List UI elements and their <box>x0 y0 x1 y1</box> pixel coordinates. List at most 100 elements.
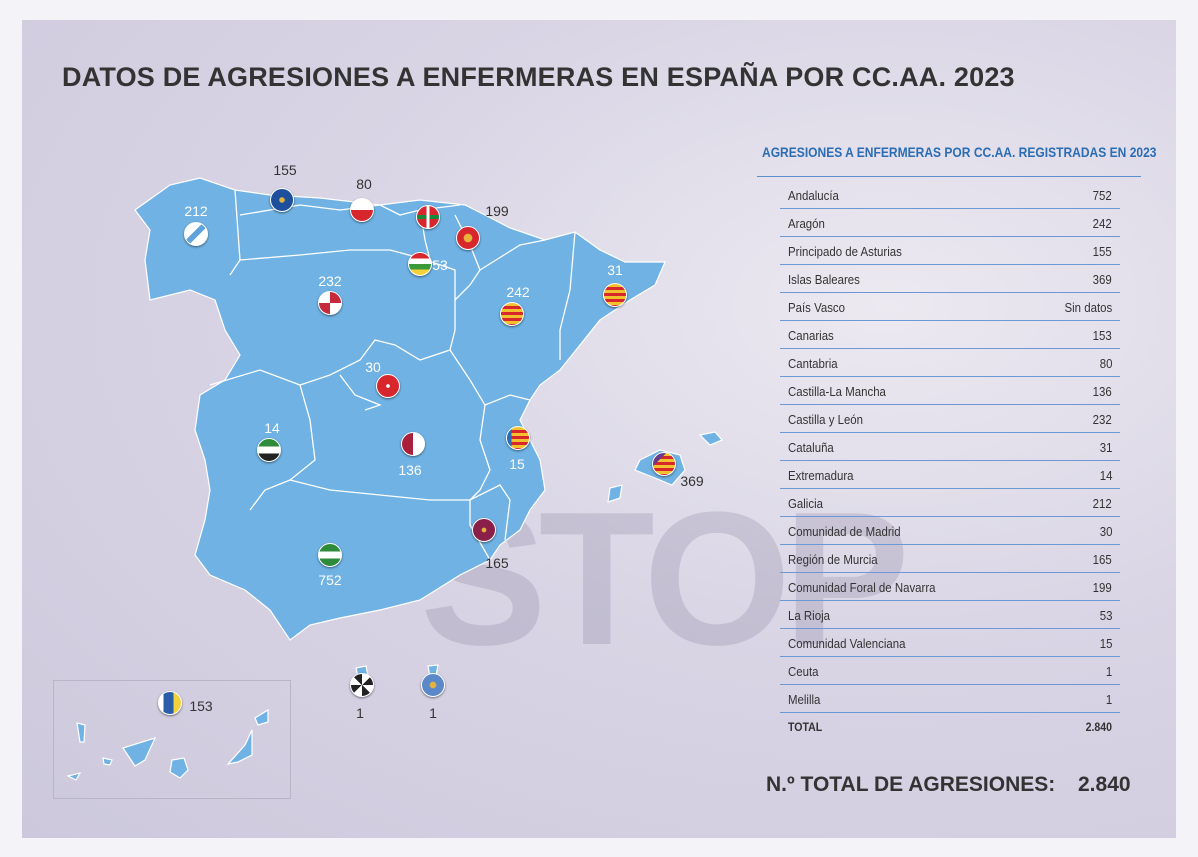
region-value: 369 <box>1092 271 1112 287</box>
table-row: Galicia 212 <box>780 490 1120 517</box>
region-name: Galicia <box>788 495 823 511</box>
table-row: Ceuta 1 <box>780 658 1120 685</box>
total-label: TOTAL <box>788 720 823 734</box>
region-name: Extremadura <box>788 467 854 483</box>
castilla-leon-value: 232 <box>318 273 342 289</box>
canarias-flag-icon <box>158 691 182 715</box>
table-row: Castilla y León 232 <box>780 406 1120 433</box>
region-value: 232 <box>1092 411 1112 427</box>
region-value: 15 <box>1099 635 1112 651</box>
asturias-value: 155 <box>273 162 297 178</box>
region-value: 136 <box>1092 383 1112 399</box>
region-value: 165 <box>1092 551 1112 567</box>
region-name: Aragón <box>788 215 825 231</box>
table-row: Cataluña 31 <box>780 434 1120 461</box>
extremadura-value: 14 <box>264 420 280 436</box>
region-name: Ceuta <box>788 663 819 679</box>
table-row: Castilla-La Mancha 136 <box>780 378 1120 405</box>
madrid-flag-icon <box>376 374 400 398</box>
aragon-flag-icon <box>500 302 524 326</box>
region-value: 14 <box>1099 467 1112 483</box>
la-palma-shape <box>76 722 86 743</box>
valenciana-value: 15 <box>509 456 525 472</box>
melilla-flag-icon <box>421 673 445 697</box>
table-row: Cantabria 80 <box>780 350 1120 377</box>
melilla-value: 1 <box>429 705 437 721</box>
galicia-value: 212 <box>184 203 208 219</box>
table-row: La Rioja 53 <box>780 602 1120 629</box>
table-row: Andalucía 752 <box>780 182 1120 209</box>
ibiza-shape <box>607 484 623 503</box>
region-name: Principado de Asturias <box>788 243 902 259</box>
murcia-flag-icon <box>472 518 496 542</box>
region-name: Cantabria <box>788 355 838 371</box>
region-name: Comunidad Valenciana <box>788 635 906 651</box>
region-name: Comunidad Foral de Navarra <box>788 579 936 595</box>
table-top-divider <box>757 176 1141 177</box>
murcia-value: 165 <box>485 555 509 571</box>
baleares-value: 369 <box>680 473 704 489</box>
region-value: 212 <box>1092 495 1112 511</box>
baleares-flag-icon <box>652 452 676 476</box>
region-name: Región de Murcia <box>788 551 878 567</box>
region-value: Sin datos <box>1064 299 1112 315</box>
region-name: Andalucía <box>788 187 839 203</box>
fuerteventura-shape <box>226 729 253 765</box>
region-value: 153 <box>1092 327 1112 343</box>
region-value: 199 <box>1092 579 1112 595</box>
andalucia-value: 752 <box>318 572 342 588</box>
table-row: Región de Murcia 165 <box>780 546 1120 573</box>
tenerife-shape <box>122 737 157 767</box>
ceuta-value: 1 <box>356 705 364 721</box>
table-row: Canarias 153 <box>780 322 1120 349</box>
grand-total-value: 2.840 <box>1078 773 1131 796</box>
table-row: Islas Baleares 369 <box>780 266 1120 293</box>
table-row: Principado de Asturias 155 <box>780 238 1120 265</box>
madrid-value: 30 <box>365 359 381 375</box>
region-name: Islas Baleares <box>788 271 860 287</box>
cantabria-flag-icon <box>350 198 374 222</box>
galicia-flag-icon <box>184 222 208 246</box>
castilla-la-mancha-flag-icon <box>401 432 425 456</box>
region-name: Canarias <box>788 327 834 343</box>
region-name: Cataluña <box>788 439 834 455</box>
gran-canaria-shape <box>169 757 189 779</box>
asturias-flag-icon <box>270 188 294 212</box>
la-rioja-value: 53 <box>432 257 448 273</box>
total-value: 2.840 <box>1085 720 1112 734</box>
la-rioja-flag-icon <box>408 252 432 276</box>
region-value: 242 <box>1092 215 1112 231</box>
navarra-flag-icon <box>456 226 480 250</box>
extremadura-flag-icon <box>257 438 281 462</box>
menorca-shape <box>698 431 724 446</box>
table-title: AGRESIONES A ENFERMERAS POR CC.AA. REGIS… <box>762 144 1157 160</box>
lanzarote-shape <box>254 708 269 726</box>
pais-vasco-flag-icon <box>416 205 440 229</box>
aragon-value: 242 <box>506 284 530 300</box>
region-value: 80 <box>1099 355 1112 371</box>
region-name: Castilla-La Mancha <box>788 383 886 399</box>
canarias-inset-box <box>53 680 291 799</box>
region-table: Andalucía 752 Aragón 242 Principado de Astur… <box>780 182 1120 741</box>
canarias-value: 153 <box>189 698 213 714</box>
table-row: Melilla 1 <box>780 686 1120 713</box>
table-row: Comunidad Valenciana 15 <box>780 630 1120 657</box>
region-name: Comunidad de Madrid <box>788 523 901 539</box>
table-row: Aragón 242 <box>780 210 1120 237</box>
valenciana-flag-icon <box>506 426 530 450</box>
region-value: 53 <box>1099 607 1112 623</box>
navarra-value: 199 <box>485 203 509 219</box>
castilla-leon-flag-icon <box>318 291 342 315</box>
region-value: 30 <box>1099 523 1112 539</box>
grand-total-label: N.º TOTAL DE AGRESIONES: <box>766 773 1056 796</box>
region-name: País Vasco <box>788 299 846 315</box>
region-value: 1 <box>1105 691 1112 707</box>
castilla-la-mancha-value: 136 <box>398 462 422 478</box>
region-name: Melilla <box>788 691 821 707</box>
cantabria-value: 80 <box>356 176 372 192</box>
ceuta-flag-icon <box>350 673 374 697</box>
table-row: Extremadura 14 <box>780 462 1120 489</box>
table-total-row: TOTAL 2.840 <box>780 714 1120 740</box>
gomera-shape <box>102 757 113 766</box>
region-value: 31 <box>1099 439 1112 455</box>
